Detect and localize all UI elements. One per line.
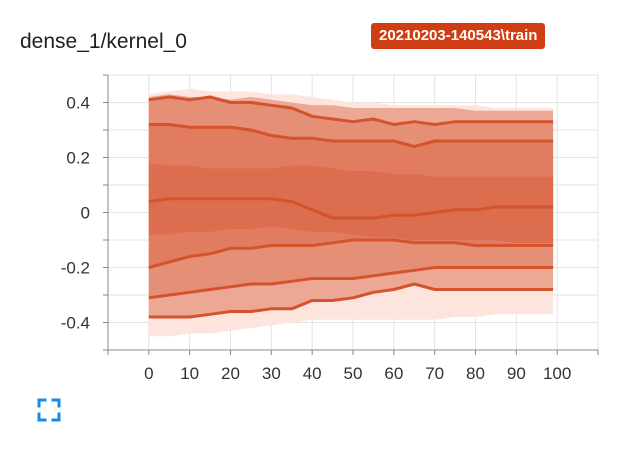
x-tick-label: 10 (180, 364, 199, 383)
x-tick-label: 20 (221, 364, 240, 383)
percentile-line-p7 (148, 266, 554, 300)
band-p69-p31 (148, 163, 554, 243)
y-tick-label: 0.2 (66, 149, 90, 168)
percentile-line-p16 (148, 238, 554, 269)
x-tick-label: 100 (543, 364, 571, 383)
x-tick-label: 40 (303, 364, 322, 383)
chart-title: dense_1/kernel_0 (20, 30, 187, 53)
x-tick-label: 60 (384, 364, 403, 383)
percentile-line-p50 (148, 197, 554, 220)
axes: 0 10 20 30 40 50 60 70 80 90 100 0.4 0.2 0 -0.2 -0.4 (61, 74, 599, 383)
percentile-line-min (148, 282, 554, 319)
percentile-line-p93 (148, 95, 554, 126)
y-tick-label: -0.4 (61, 314, 90, 333)
fullscreen-icon[interactable] (37, 398, 61, 422)
percentile-line-p84 (148, 123, 554, 148)
x-tick-label: 90 (507, 364, 526, 383)
y-tick-label: 0.4 (66, 94, 90, 113)
run-badge[interactable]: 20210203-140543\train (371, 23, 546, 49)
x-tick-label: 70 (425, 364, 444, 383)
y-tick-label: -0.2 (61, 259, 90, 278)
x-tick-label: 0 (144, 364, 153, 383)
x-tick-label: 30 (262, 364, 281, 383)
percentile-lines (148, 95, 554, 319)
x-tick-label: 50 (344, 364, 363, 383)
x-tick-label: 80 (466, 364, 485, 383)
y-tick-label: 0 (81, 204, 90, 223)
